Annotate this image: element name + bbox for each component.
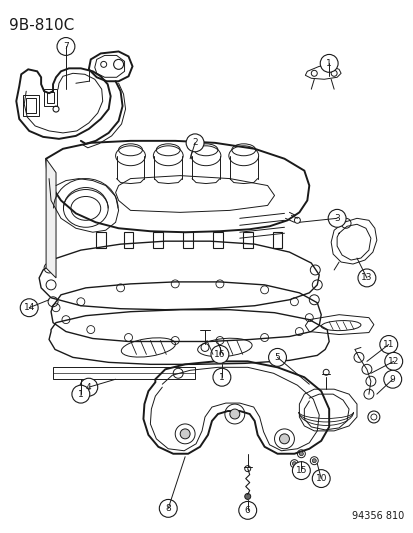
Circle shape — [379, 336, 397, 353]
Text: 9: 9 — [389, 375, 395, 384]
Circle shape — [244, 494, 250, 499]
Circle shape — [311, 459, 316, 463]
Text: 9B-810C: 9B-810C — [9, 18, 74, 33]
Circle shape — [328, 209, 345, 227]
Circle shape — [211, 345, 228, 364]
Text: 8: 8 — [165, 504, 171, 513]
Circle shape — [80, 378, 97, 396]
Circle shape — [292, 462, 310, 480]
Text: 3: 3 — [333, 214, 339, 223]
Circle shape — [180, 429, 190, 439]
Text: 1: 1 — [78, 390, 83, 399]
Circle shape — [57, 37, 75, 55]
Text: 7: 7 — [63, 42, 69, 51]
Text: 6: 6 — [244, 506, 250, 515]
Circle shape — [279, 434, 289, 444]
Text: 15: 15 — [295, 466, 306, 475]
Circle shape — [212, 368, 230, 386]
Circle shape — [72, 385, 90, 403]
Text: 2: 2 — [192, 139, 197, 147]
Circle shape — [320, 54, 337, 72]
Text: 1: 1 — [325, 59, 331, 68]
Text: 13: 13 — [360, 273, 372, 282]
Polygon shape — [46, 159, 56, 278]
Circle shape — [311, 470, 330, 488]
Circle shape — [292, 462, 296, 466]
Circle shape — [186, 134, 204, 152]
Text: 12: 12 — [387, 357, 399, 366]
Circle shape — [357, 269, 375, 287]
Text: 11: 11 — [382, 340, 394, 349]
Text: 1: 1 — [218, 373, 224, 382]
Text: 16: 16 — [214, 350, 225, 359]
Circle shape — [299, 452, 303, 456]
Circle shape — [238, 502, 256, 519]
Circle shape — [229, 409, 239, 419]
Text: 4: 4 — [86, 383, 91, 392]
Circle shape — [268, 349, 286, 366]
Circle shape — [20, 299, 38, 317]
Text: 94356 810: 94356 810 — [351, 511, 404, 521]
Circle shape — [159, 499, 177, 518]
Circle shape — [383, 370, 401, 388]
Text: 5: 5 — [274, 353, 280, 362]
Text: 10: 10 — [315, 474, 326, 483]
Text: 14: 14 — [24, 303, 35, 312]
Circle shape — [384, 352, 402, 370]
